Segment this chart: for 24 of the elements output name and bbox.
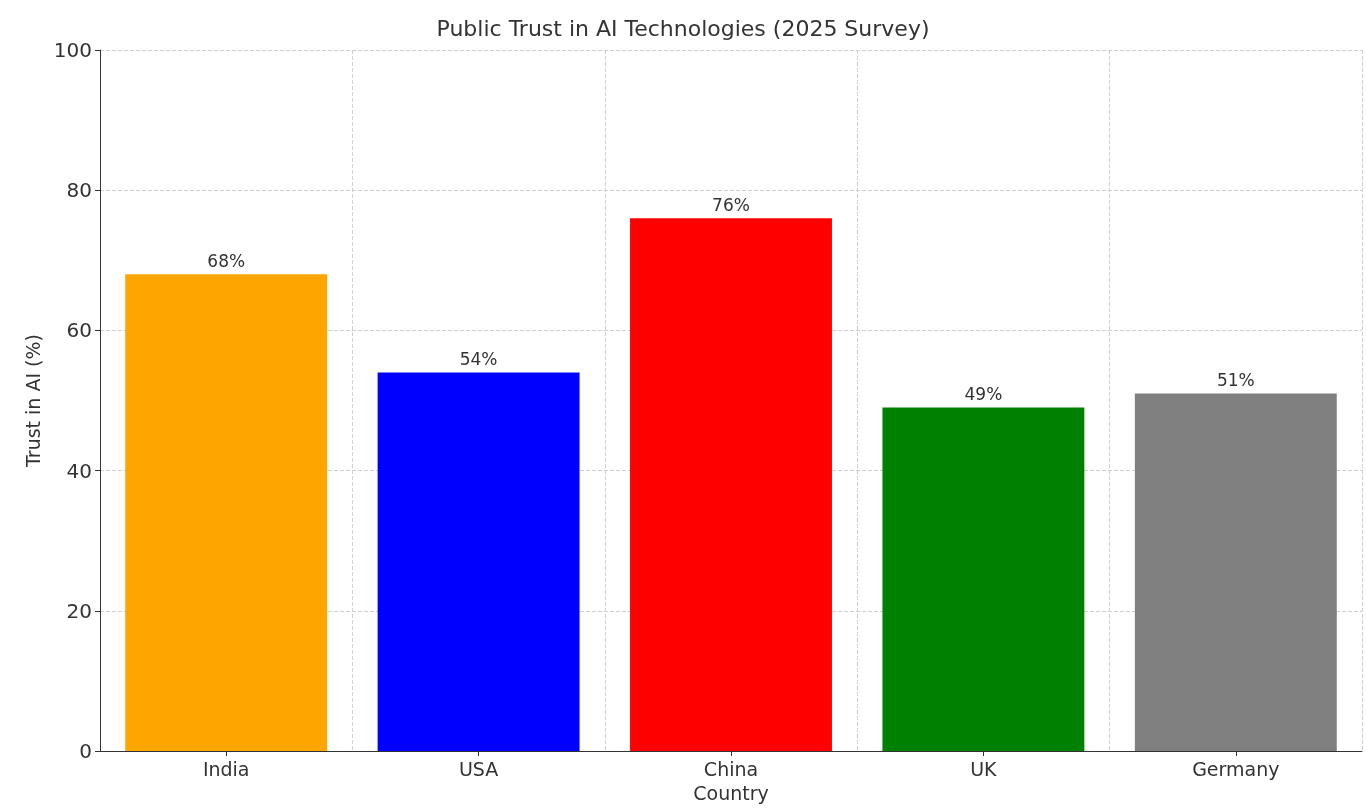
data-label: 68%: [207, 250, 246, 271]
bar: [125, 274, 328, 751]
data-label: 54%: [459, 348, 498, 369]
data-label: 51%: [1216, 369, 1255, 390]
bar: [630, 218, 832, 751]
x-tick-label: China: [703, 757, 759, 780]
y-tick-label: 0: [79, 739, 92, 763]
bar: [882, 407, 1085, 751]
x-axis-title: Country: [693, 781, 769, 804]
data-label: 49%: [964, 384, 1003, 405]
y-tick-label: 40: [66, 458, 92, 483]
chart-title: Public Trust in AI Technologies (2025 Survey): [436, 15, 930, 41]
y-tick-label: 80: [66, 178, 92, 203]
y-axis-title: Trust in AI (%): [22, 334, 45, 468]
y-tick-label: 100: [53, 38, 92, 62]
bar: [377, 372, 580, 751]
data-label: 76%: [712, 194, 750, 215]
x-tick-label: UK: [970, 757, 998, 780]
x-tick-label: Germany: [1192, 757, 1280, 780]
y-tick-label: 60: [66, 318, 92, 343]
x-tick-label: USA: [458, 757, 499, 780]
x-tick-label: India: [202, 757, 250, 780]
y-tick-label: 20: [66, 598, 92, 623]
bar: [1134, 393, 1337, 751]
